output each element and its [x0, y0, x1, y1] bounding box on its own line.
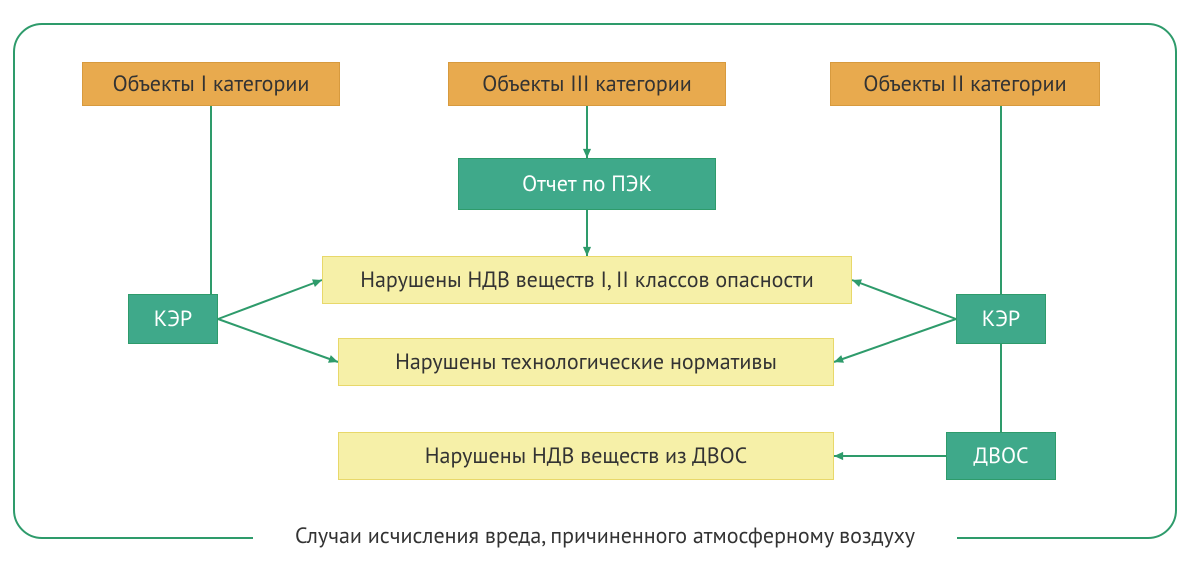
diagram-caption: Случаи исчисления вреда, причиненного ат… — [253, 522, 957, 550]
node-label: Нарушены НДВ веществ I, II классов опасн… — [360, 267, 814, 293]
node-label: Нарушены технологические нормативы — [395, 349, 777, 375]
arrowhead-icon — [834, 355, 844, 363]
node-yel1: Нарушены НДВ веществ I, II классов опасн… — [322, 256, 852, 304]
node-ker_r: КЭР — [956, 294, 1046, 344]
arrowhead-icon — [312, 279, 322, 287]
node-pek: Отчет по ПЭК — [458, 158, 716, 210]
arrowhead-icon — [583, 247, 591, 256]
diagram-canvas: Объекты I категории Объекты III категории… — [0, 0, 1190, 572]
node-cat3: Объекты III категории — [448, 62, 726, 106]
edge-ker_r-yel1 — [852, 280, 956, 319]
arrowhead-icon — [834, 452, 843, 460]
arrowhead-icon — [852, 279, 862, 287]
edge-ker_l-yel1 — [218, 280, 322, 319]
node-yel3: Нарушены НДВ веществ из ДВОС — [338, 432, 834, 480]
node-label: Объекты I категории — [113, 71, 310, 97]
node-label: Нарушены НДВ веществ из ДВОС — [425, 443, 747, 469]
node-cat2: Объекты II категории — [830, 62, 1100, 106]
node-cat1: Объекты I категории — [82, 62, 340, 106]
edge-ker_r-yel2 — [834, 319, 956, 362]
node-label: Объекты II категории — [863, 71, 1066, 97]
node-dvos: ДВОС — [946, 432, 1056, 480]
node-label: Объекты III категории — [482, 71, 692, 97]
node-label: КЭР — [982, 306, 1020, 332]
node-label: Отчет по ПЭК — [522, 171, 652, 197]
arrowhead-icon — [328, 355, 338, 363]
diagram-caption-text: Случаи исчисления вреда, причиненного ат… — [295, 522, 915, 550]
arrowhead-icon — [583, 149, 591, 158]
node-label: КЭР — [154, 306, 192, 332]
node-label: ДВОС — [973, 443, 1028, 469]
node-ker_l: КЭР — [128, 294, 218, 344]
node-yel2: Нарушены технологические нормативы — [338, 338, 834, 386]
edge-ker_l-yel2 — [218, 319, 338, 362]
